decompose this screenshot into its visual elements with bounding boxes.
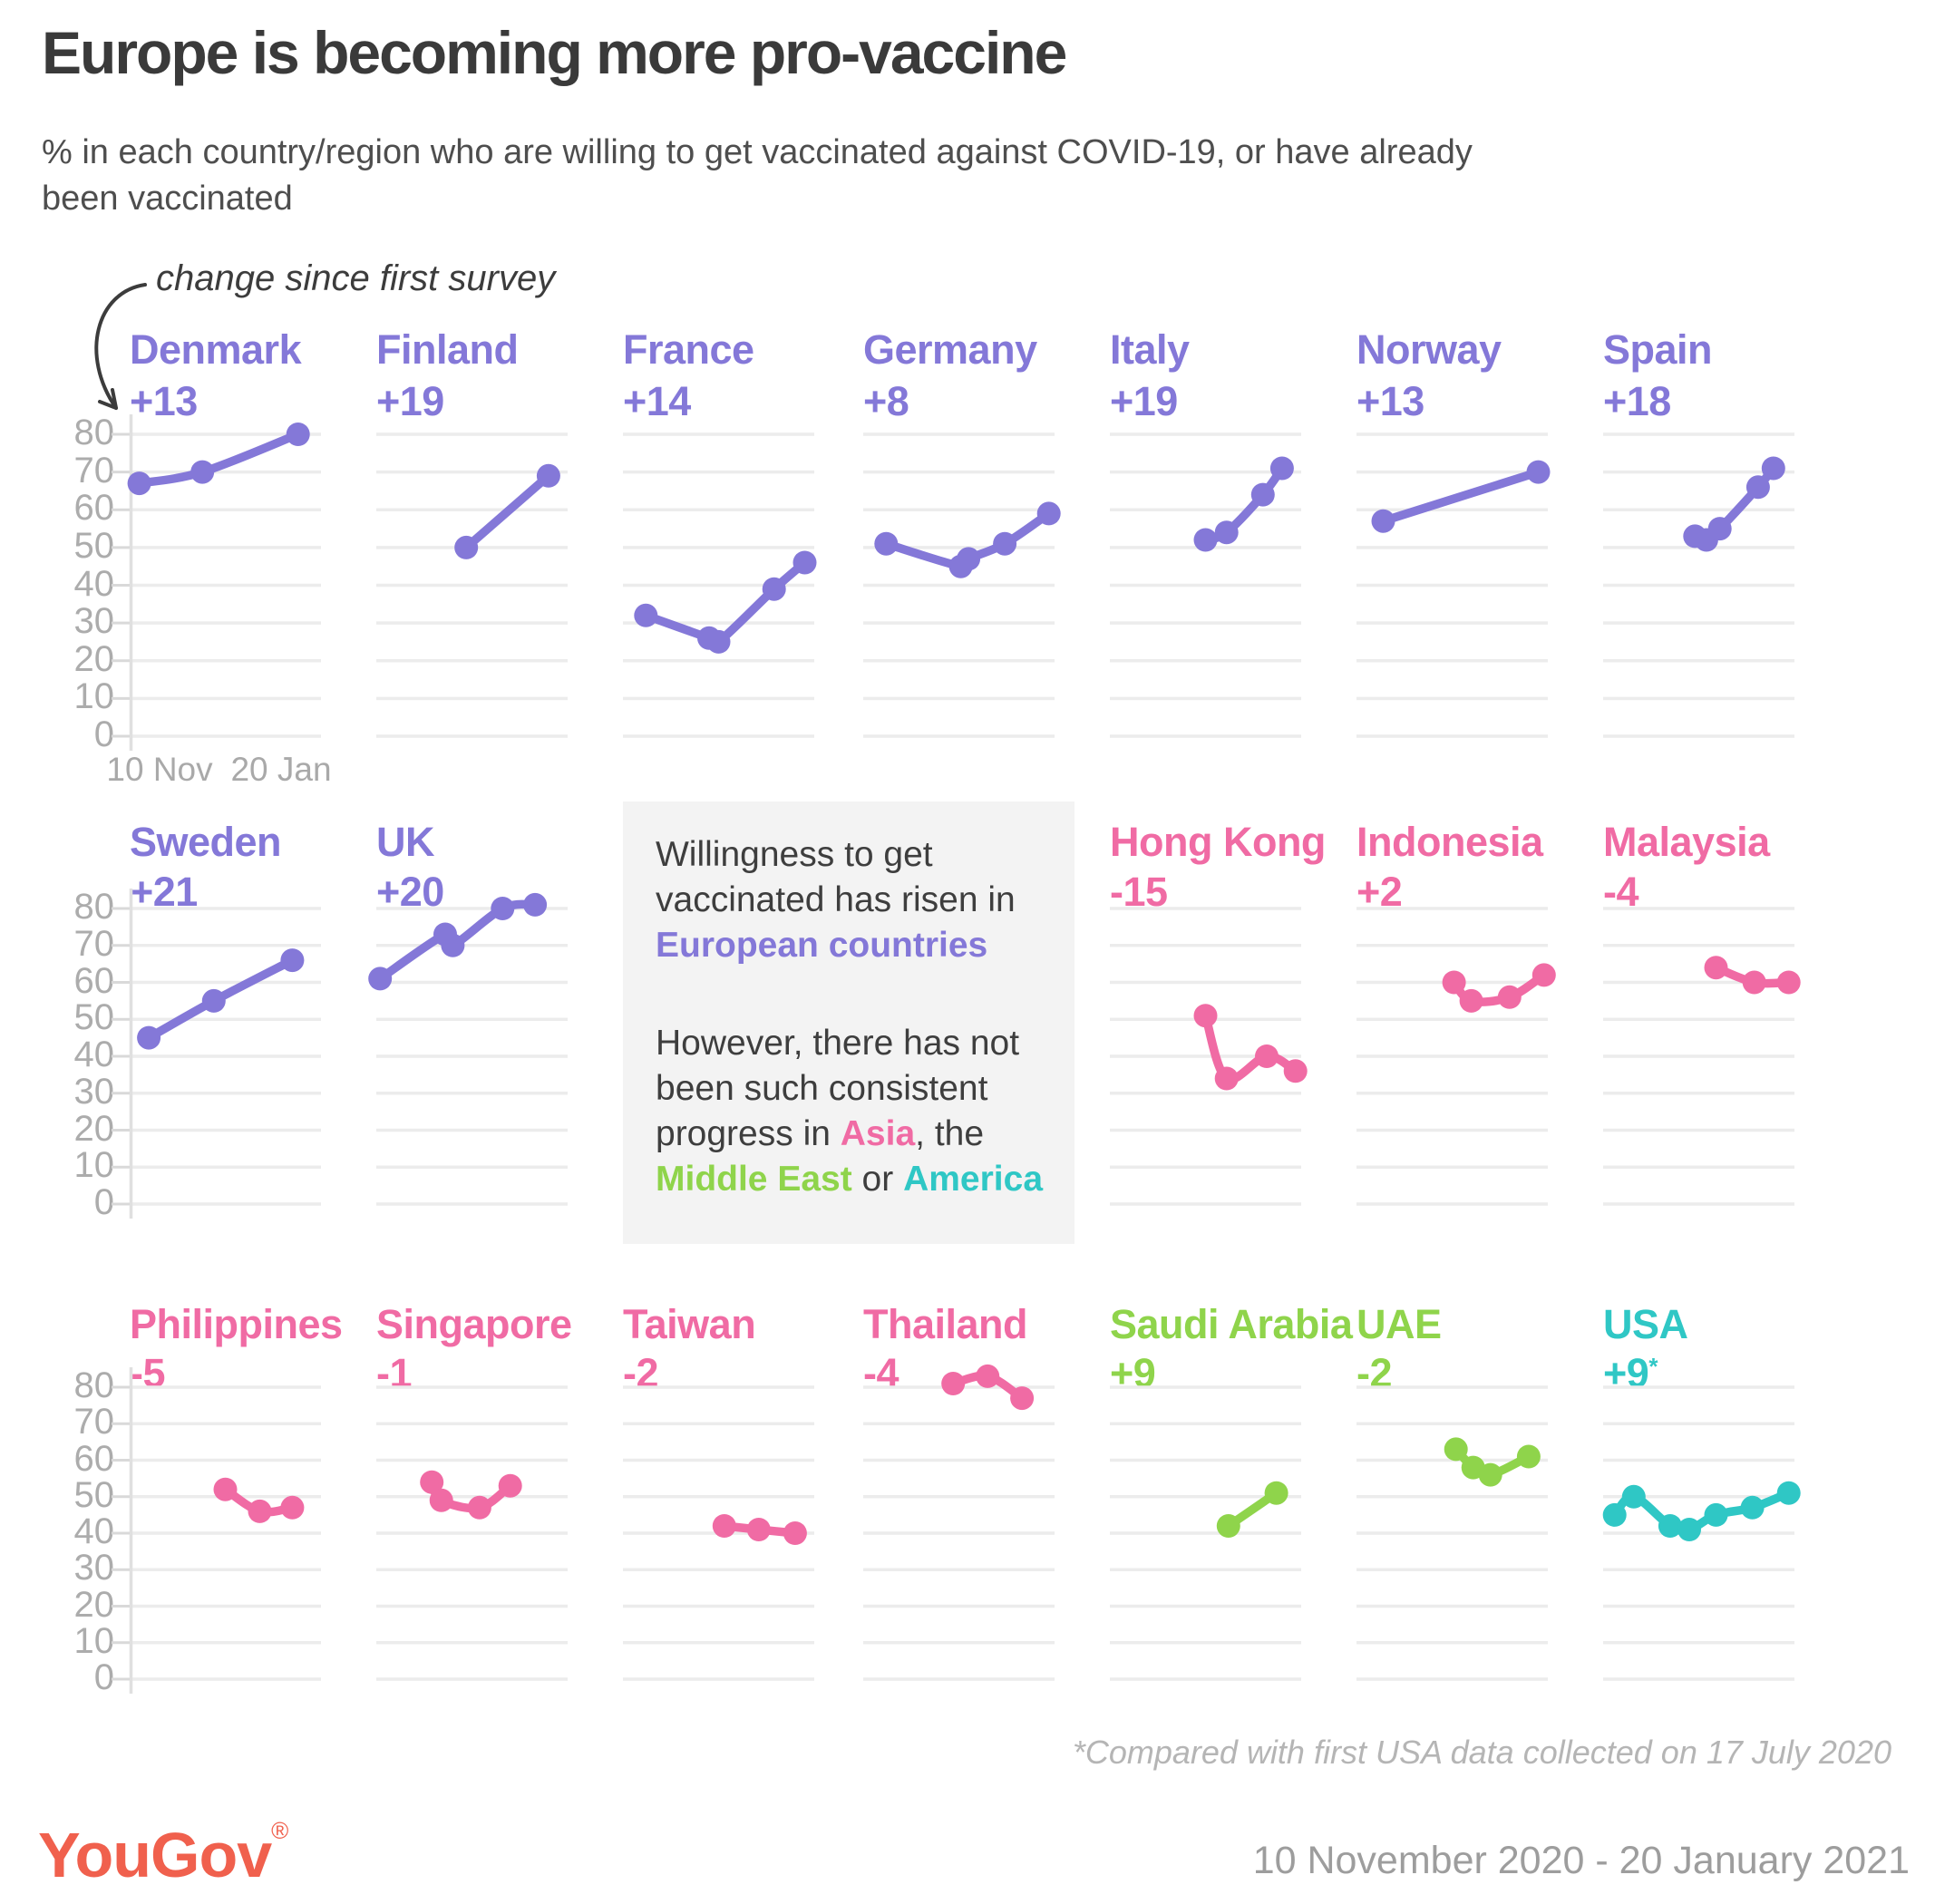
- y-axis-label: 80: [73, 1365, 115, 1405]
- y-axis-label: 80: [73, 887, 115, 927]
- logo-text: YouGov: [38, 1820, 272, 1890]
- region-highlight-middle_east: Middle East: [656, 1160, 852, 1199]
- y-axis-label: 20: [73, 1584, 115, 1625]
- annotation-label: change since first survey: [156, 258, 556, 298]
- denmark-chart: [112, 414, 321, 751]
- denmark-change-label: +13: [130, 378, 198, 424]
- thailand-label: Thailand: [863, 1301, 1028, 1347]
- y-axis-label: 70: [73, 450, 115, 491]
- info-text: , the: [915, 1114, 985, 1153]
- y-axis-label: 60: [73, 488, 115, 529]
- finland-change-label: +19: [376, 378, 444, 424]
- germany-label: Germany: [863, 326, 1037, 373]
- malaysia-chart: [1603, 907, 1801, 1206]
- italy-label: Italy: [1110, 326, 1190, 373]
- y-axis-label: 0: [93, 714, 114, 754]
- taiwan-chart: [623, 1385, 814, 1681]
- y-axis-label: 50: [73, 525, 115, 566]
- region-highlight-asia: Asia: [840, 1114, 916, 1153]
- x-axis-label: 20 Jan: [230, 751, 332, 788]
- germany-change-label: +8: [863, 378, 909, 424]
- usa-label: USA: [1603, 1301, 1688, 1347]
- usa-footnote-mark: *: [1648, 1353, 1658, 1380]
- yougov-logo: YouGov®: [38, 1817, 288, 1891]
- norway-change-label: +13: [1356, 378, 1425, 424]
- france-label: France: [623, 326, 754, 373]
- spain-label: Spain: [1603, 326, 1713, 373]
- y-axis-label: 30: [73, 601, 115, 642]
- y-axis-label: 40: [73, 1511, 115, 1551]
- singapore-chart: [376, 1385, 568, 1681]
- y-axis-label: 10: [73, 1620, 115, 1661]
- y-axis-label: 30: [73, 1071, 115, 1112]
- usa-chart: [1602, 1385, 1801, 1681]
- annotation-arrow-icon: [94, 283, 147, 410]
- indonesia-chart: [1356, 907, 1556, 1206]
- singapore-label: Singapore: [376, 1301, 572, 1347]
- info-text: Willingness to get vaccinated has risen …: [656, 835, 1016, 919]
- thailand-chart: [863, 1364, 1055, 1681]
- info-text: However, there has not been such consist…: [656, 1024, 1020, 1153]
- date-range: 10 November 2020 - 20 January 2021: [1252, 1839, 1910, 1882]
- uae-label: UAE: [1356, 1301, 1442, 1347]
- registered-mark-icon: ®: [271, 1817, 288, 1844]
- uae-chart: [1356, 1385, 1548, 1681]
- page-title: Europe is becoming more pro-vaccine: [42, 19, 1067, 86]
- indonesia-label: Indonesia: [1356, 819, 1543, 865]
- y-axis-label: 50: [73, 1474, 115, 1515]
- norway-label: Norway: [1356, 326, 1502, 373]
- philippines-label: Philippines: [130, 1301, 343, 1347]
- y-axis-label: 40: [73, 563, 115, 604]
- region-highlight-america: America: [903, 1160, 1044, 1199]
- saudi-arabia-chart: [1110, 1385, 1301, 1681]
- france-change-label: +14: [623, 378, 691, 424]
- y-axis-label: 20: [73, 1108, 115, 1149]
- y-axis-label: 0: [93, 1182, 114, 1222]
- uk-chart: [368, 892, 568, 1206]
- finland-label: Finland: [376, 326, 519, 373]
- spain-chart: [1603, 432, 1794, 738]
- subtitle: % in each country/region who are willing…: [42, 133, 1473, 218]
- denmark-label: Denmark: [130, 326, 302, 373]
- info-paragraph: Willingness to get vaccinated has risen …: [656, 832, 1049, 968]
- uk-label: UK: [376, 819, 435, 865]
- saudi-arabia-label: Saudi Arabia: [1110, 1301, 1353, 1347]
- italy-chart: [1110, 432, 1301, 738]
- y-axis-label: 60: [73, 960, 115, 1001]
- hong-kong-label: Hong Kong: [1110, 819, 1326, 865]
- y-axis-label: 0: [93, 1657, 114, 1697]
- y-axis-label: 70: [73, 923, 115, 964]
- y-axis-label: 60: [73, 1438, 115, 1479]
- info-text: or: [851, 1160, 904, 1199]
- y-axis-label: 50: [73, 997, 115, 1038]
- y-axis-label: 20: [73, 638, 115, 679]
- footnote: *Compared with first USA data collected …: [1072, 1734, 1891, 1771]
- malaysia-label: Malaysia: [1603, 819, 1770, 865]
- info-box: Willingness to get vaccinated has risen …: [623, 801, 1074, 1244]
- info-paragraph: However, there has not been such consist…: [656, 1021, 1049, 1202]
- hong-kong-chart: [1110, 907, 1308, 1206]
- sweden-chart: [112, 889, 321, 1219]
- norway-chart: [1356, 432, 1551, 738]
- y-axis-label: 80: [73, 413, 115, 452]
- spain-change-label: +18: [1603, 378, 1671, 424]
- y-axis-label: 40: [73, 1035, 115, 1074]
- y-axis-label: 10: [73, 1145, 115, 1186]
- sweden-label: Sweden: [130, 819, 282, 865]
- y-axis-label: 70: [73, 1402, 115, 1443]
- germany-chart: [863, 432, 1061, 738]
- france-chart: [623, 432, 817, 738]
- philippines-chart: [112, 1367, 321, 1694]
- y-axis-label: 10: [73, 676, 115, 717]
- x-axis-label: 10 Nov: [106, 751, 213, 788]
- italy-change-label: +19: [1110, 378, 1178, 424]
- taiwan-label: Taiwan: [623, 1301, 756, 1347]
- y-axis-label: 30: [73, 1548, 115, 1588]
- region-highlight-europe: European countries: [656, 926, 988, 965]
- finland-chart: [376, 432, 568, 738]
